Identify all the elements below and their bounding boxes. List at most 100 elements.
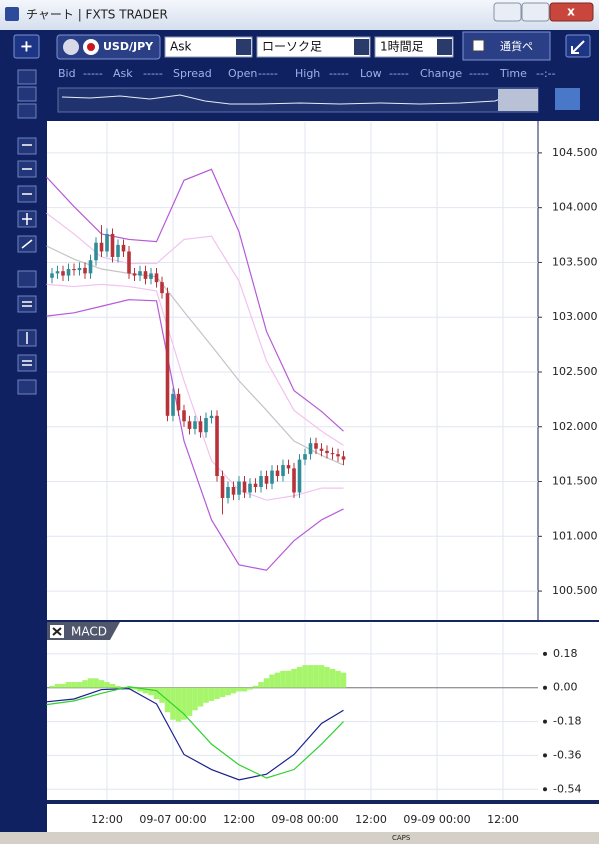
histogram-bar: [203, 687, 209, 703]
tool-icon[interactable]: [17, 354, 37, 372]
candle-body: [308, 443, 313, 455]
close-glyph: x: [567, 5, 575, 19]
candle-body: [61, 271, 65, 276]
price-type-select[interactable]: [164, 36, 253, 58]
histogram-bar: [291, 668, 297, 688]
band-line: [46, 168, 344, 432]
quote-field: -----: [143, 67, 163, 80]
y-tick-label: 102.500: [552, 365, 598, 378]
price-axis: [538, 121, 599, 620]
quote-field: --:--: [536, 67, 556, 80]
caps-indicator: CAPS: [392, 834, 411, 842]
tool-icon[interactable]: [17, 379, 37, 395]
tool-icon[interactable]: [17, 270, 37, 288]
histogram-bar: [208, 687, 215, 701]
histogram-bar: [247, 687, 253, 690]
quote-field: -----: [83, 67, 103, 80]
quote-field: -----: [389, 67, 409, 80]
histogram-bar: [170, 687, 176, 720]
app-icon: [5, 7, 19, 21]
zoom-button[interactable]: [555, 88, 580, 110]
y-tick-label: 0.18: [553, 647, 578, 660]
tool-icon[interactable]: [17, 103, 37, 119]
tool-icon[interactable]: [17, 137, 37, 155]
candle-body: [325, 450, 329, 454]
histogram-bar: [98, 680, 105, 688]
x-tick-label: 12:00: [355, 813, 387, 826]
histogram-bar: [313, 665, 319, 688]
histogram-bar: [219, 687, 226, 698]
candle-body: [270, 470, 274, 484]
histogram-bar: [115, 685, 121, 688]
histogram-bar: [335, 670, 341, 688]
histogram-bar: [296, 667, 303, 688]
histogram-bar: [197, 687, 204, 707]
histogram-bar: [324, 667, 330, 688]
tool-icon[interactable]: [17, 69, 37, 85]
y-tick: [543, 685, 547, 690]
currency-tab-label: 通貨ペ: [500, 39, 533, 53]
timeframe: 1時間足: [380, 40, 424, 54]
band-line: [46, 299, 344, 571]
y-tick-label: 102.000: [552, 420, 598, 433]
tool-icon[interactable]: [17, 86, 37, 102]
candle-body: [176, 393, 181, 411]
histogram-bar: [71, 682, 77, 688]
quote-field: Low: [360, 67, 382, 80]
y-tick-label: 103.000: [552, 310, 598, 323]
histogram-bar: [285, 670, 292, 688]
candle-body: [242, 481, 247, 493]
histogram-bar: [104, 682, 110, 688]
minimize-button[interactable]: [493, 2, 522, 22]
maximize-button[interactable]: [521, 2, 550, 22]
candle-body: [105, 233, 109, 252]
histogram-bar: [60, 683, 66, 688]
candle-body: [264, 476, 269, 484]
candle-body: [281, 465, 285, 477]
panel-divider: [47, 620, 599, 622]
y-tick-label: -0.18: [553, 715, 581, 728]
candle-body: [198, 421, 203, 433]
candle-body: [160, 282, 164, 294]
histogram-bar: [236, 687, 242, 692]
histogram-bar: [65, 682, 72, 688]
pair-button[interactable]: [56, 34, 161, 60]
price-panel: [47, 121, 538, 620]
candle-body: [132, 273, 137, 276]
histogram-bar: [340, 672, 347, 688]
y-tick-label: -0.54: [553, 782, 581, 795]
navigator-line: [61, 94, 501, 105]
histogram-bar: [153, 687, 160, 699]
candle-body: [182, 410, 186, 422]
macd-header: [47, 622, 120, 640]
x-tick-label: 09-08 00:00: [271, 813, 338, 826]
chart-type-select[interactable]: [256, 36, 371, 58]
checkbox[interactable]: [472, 39, 485, 52]
candle-body: [209, 415, 214, 418]
close-button[interactable]: [549, 2, 594, 22]
histogram-bar: [131, 687, 138, 690]
navigator[interactable]: [57, 87, 539, 113]
candle-body: [88, 260, 93, 274]
add-button[interactable]: [13, 34, 40, 59]
candle-body: [154, 273, 159, 283]
tool-icon[interactable]: [17, 295, 37, 313]
y-tick-label: 104.500: [552, 146, 598, 159]
pair-label: USD/JPY: [103, 40, 154, 53]
charts: 100.500 101.000 101.500 102.000 102.500 103.0…: [46, 122, 598, 826]
histogram-bar: [186, 687, 193, 716]
histogram-bar: [258, 682, 264, 688]
candle-body: [215, 415, 219, 477]
histogram-bar: [76, 682, 83, 688]
candle-body: [259, 476, 263, 488]
navigator-handle[interactable]: [498, 89, 538, 111]
x-tick-label: 12:00: [91, 813, 123, 826]
candle-body: [292, 468, 296, 493]
quote-field: Open: [228, 67, 257, 80]
tool-glyphs: [21, 144, 33, 366]
y-tick-label: 103.500: [552, 255, 598, 268]
timeframe-select[interactable]: [374, 36, 454, 58]
y-tick: [543, 719, 547, 724]
histogram-bar: [148, 687, 154, 696]
